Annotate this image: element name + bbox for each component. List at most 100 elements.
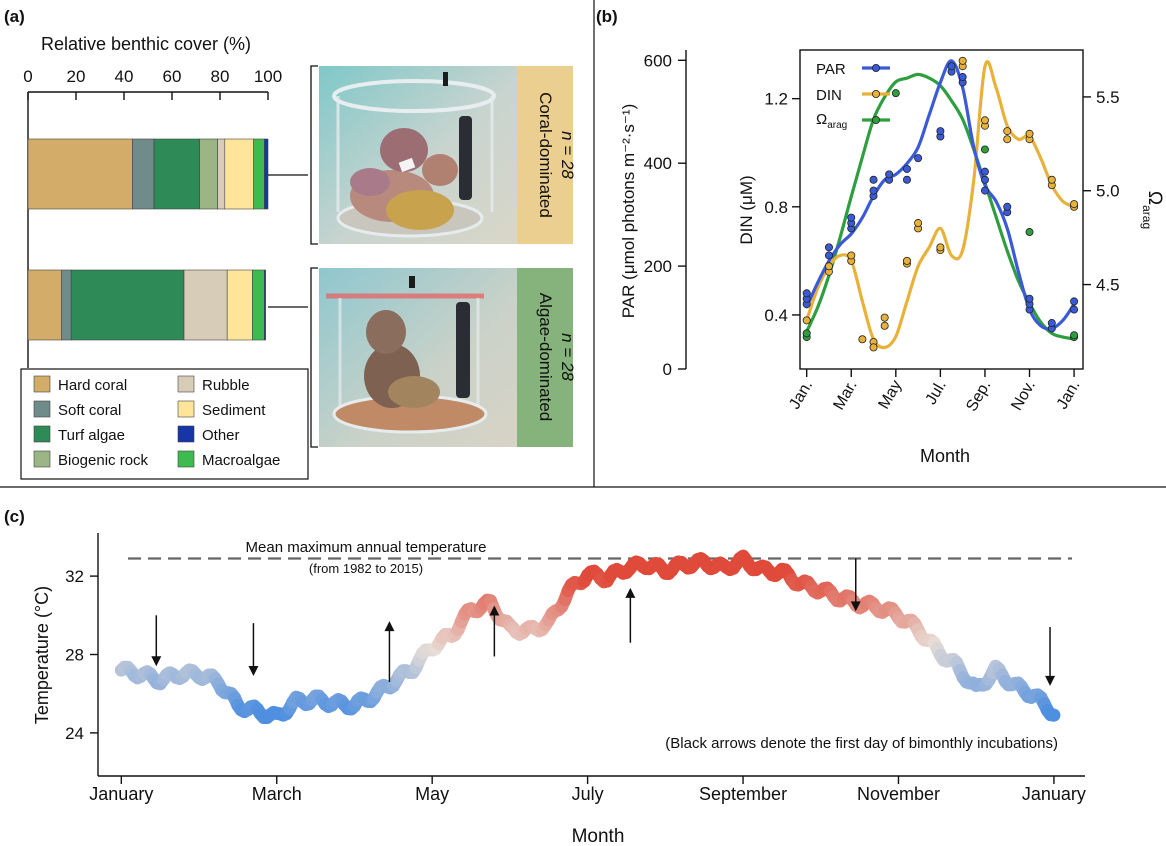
incubation-arrow-head bbox=[489, 605, 500, 616]
coral-badge-label: Coral-dominated bbox=[536, 92, 555, 218]
omega-tick-label: 5.0 bbox=[1096, 182, 1120, 201]
data-point bbox=[902, 175, 911, 184]
svg-text:Ωarag: Ωarag bbox=[1140, 191, 1165, 229]
panel-a: (a) Relative benthic cover (%) 0 20 40 60 80… bbox=[4, 7, 577, 480]
cover-bar-segment bbox=[253, 138, 265, 210]
plot-b-frame bbox=[799, 49, 1084, 370]
incubation-arrow-head bbox=[151, 656, 162, 667]
cover-bar-segment bbox=[199, 138, 218, 210]
algae-badge-n: n = 28 bbox=[558, 333, 577, 381]
plot-b-legend-label: PAR bbox=[816, 61, 846, 78]
month-tick-label-b: Nov. bbox=[1008, 378, 1039, 414]
temperature-segment bbox=[1044, 708, 1061, 722]
data-point bbox=[1025, 228, 1034, 237]
legend-swatch bbox=[177, 450, 195, 468]
cover-bar-segment bbox=[70, 269, 185, 341]
cover-bars bbox=[27, 138, 269, 341]
legend-label: Turf algae bbox=[58, 427, 125, 444]
algae-badge bbox=[517, 268, 573, 447]
cover-bar-segment bbox=[226, 269, 253, 341]
month-tick-label-c: November bbox=[857, 784, 940, 804]
legend-label: Hard coral bbox=[58, 377, 127, 394]
temperature-series bbox=[114, 549, 1061, 725]
month-tick-label-c: July bbox=[572, 784, 604, 804]
din-tick-label: 1.2 bbox=[764, 90, 788, 109]
cover-tick-label: 100 bbox=[254, 67, 282, 86]
data-point bbox=[847, 251, 856, 260]
data-point bbox=[980, 116, 989, 125]
data-point bbox=[858, 335, 867, 344]
data-point bbox=[869, 175, 878, 184]
data-point bbox=[1070, 200, 1079, 209]
omega-tick-label: 5.5 bbox=[1096, 88, 1120, 107]
legend-swatch bbox=[33, 450, 51, 468]
cover-bar-segment bbox=[61, 269, 72, 341]
plot-b-series bbox=[802, 56, 1079, 352]
incubation-arrow-head bbox=[248, 666, 259, 677]
data-point bbox=[880, 313, 889, 322]
data-point bbox=[1003, 135, 1012, 144]
month-tick-label-b: Mar. bbox=[830, 378, 860, 413]
temp-x-ticks: January March May July September November Janu… bbox=[89, 776, 1086, 804]
din-y-axis-label: DIN (μM) bbox=[737, 175, 756, 244]
data-point bbox=[824, 251, 833, 260]
cover-tick-label: 80 bbox=[211, 67, 230, 86]
data-point bbox=[824, 243, 833, 252]
cover-axis-title: Relative benthic cover (%) bbox=[41, 34, 251, 54]
par-tick-label: 400 bbox=[644, 154, 672, 173]
data-point bbox=[1047, 175, 1056, 184]
month-tick-label-b: Jul. bbox=[923, 378, 950, 408]
incubation-arrow-head bbox=[1045, 675, 1056, 686]
par-tick-label: 200 bbox=[644, 257, 672, 276]
data-point bbox=[936, 127, 945, 136]
month-tick-label-b: Jan. bbox=[1054, 378, 1084, 413]
month-tick-label-c: March bbox=[252, 784, 302, 804]
legend-label: Rubble bbox=[202, 377, 250, 394]
data-point bbox=[880, 321, 889, 330]
panel-a-label: (a) bbox=[4, 7, 25, 26]
data-point bbox=[802, 289, 811, 298]
par-tick-label: 0 bbox=[663, 360, 672, 379]
legend-swatch bbox=[33, 375, 51, 393]
cover-bar-segment bbox=[27, 138, 133, 210]
legend-label: Sediment bbox=[202, 402, 266, 419]
plot-b-legend-label: DIN bbox=[816, 87, 842, 104]
plot-b-legend: PAR DIN Ωarag bbox=[816, 61, 890, 131]
data-point bbox=[824, 262, 833, 271]
data-point bbox=[885, 170, 894, 179]
omega-y-axis-label: Ωarag bbox=[1140, 191, 1165, 229]
cover-bar-segment bbox=[224, 138, 254, 210]
data-point bbox=[1025, 129, 1034, 138]
month-tick-label-c: January bbox=[1022, 784, 1086, 804]
cover-bar-segment bbox=[27, 269, 62, 341]
mean-max-temp-sublabel: (from 1982 to 2015) bbox=[309, 561, 423, 576]
legend-swatch bbox=[177, 375, 195, 393]
data-point bbox=[980, 145, 989, 154]
panel-b: (b) 0 200 400 600 PAR (μmol photons m⁻²·s⁻¹… bbox=[596, 7, 1165, 466]
panel-c: (c) 24 28 32 January March May July September N… bbox=[4, 507, 1086, 846]
data-point bbox=[802, 329, 811, 338]
legend-label: Soft coral bbox=[58, 402, 121, 419]
data-point bbox=[902, 164, 911, 173]
incubation-arrow-head bbox=[850, 601, 861, 612]
par-tick-label: 600 bbox=[644, 51, 672, 70]
din-y-ticks: 0.4 0.8 1.2 bbox=[764, 90, 800, 325]
data-point bbox=[958, 73, 967, 82]
cover-legend-frame bbox=[20, 368, 309, 480]
coral-photo-bracket bbox=[310, 65, 318, 245]
data-point bbox=[980, 186, 989, 195]
panel-b-label: (b) bbox=[596, 7, 618, 26]
data-point bbox=[1070, 297, 1079, 306]
cover-bar-segment bbox=[264, 138, 269, 210]
cover-bar-segment bbox=[132, 138, 155, 210]
incubation-arrows bbox=[151, 558, 1056, 686]
temp-x-axis-label: Month bbox=[572, 826, 625, 846]
algae-badge-label: Algae-dominated bbox=[536, 293, 555, 422]
month-x-ticks-b: Jan. Mar. May Jul. Sep. Nov. Jan. bbox=[786, 369, 1084, 415]
din-tick-label: 0.8 bbox=[764, 198, 788, 217]
panel-c-label: (c) bbox=[4, 507, 25, 526]
cover-bar-segment bbox=[252, 269, 265, 341]
month-tick-label-c: September bbox=[699, 784, 787, 804]
algae-photo-bracket bbox=[310, 267, 318, 448]
cover-tick-label: 60 bbox=[163, 67, 182, 86]
